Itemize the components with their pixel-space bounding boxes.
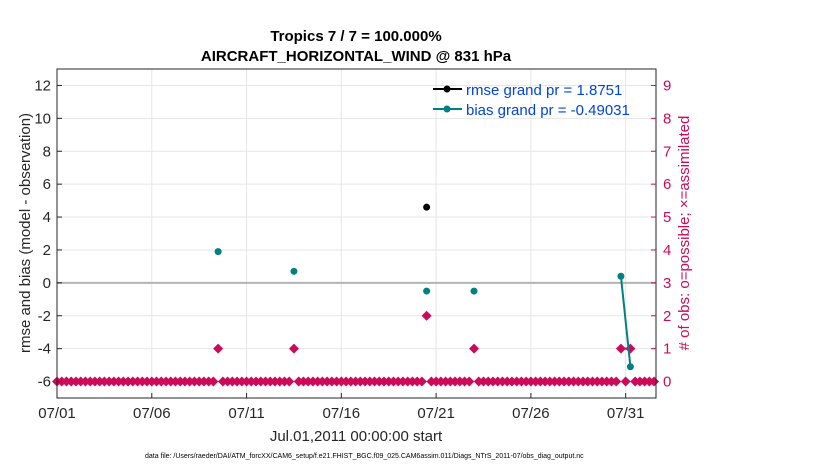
bias-point: [214, 248, 222, 256]
y-right-tick-label: 1: [663, 341, 671, 358]
obs-count-marker: [288, 343, 299, 354]
y-right-tick-label: 7: [663, 143, 671, 160]
y-right-tick-label: 9: [663, 77, 671, 94]
x-tick-label: 07/11: [228, 405, 264, 422]
y-axis-left: -6 -4 -2 0 2 4 6 8 10 12: [34, 77, 62, 391]
footer-data-file: data file: /Users/raeder/DAI/ATM_forcXX/…: [145, 453, 584, 460]
x-tick-label: 07/01: [38, 405, 76, 422]
y-left-tick-label: -6: [38, 374, 51, 391]
x-tick-label: 07/31: [607, 405, 645, 422]
x-tick-label: 07/21: [417, 405, 455, 422]
rmse-point: [423, 203, 431, 211]
obs-count-zero-marker: [464, 376, 475, 387]
obs-count-marker: [421, 310, 432, 321]
plot-area-frame: [56, 68, 657, 399]
x-tick-label: 07/16: [323, 405, 361, 422]
y-right-tick-label: 4: [663, 242, 671, 259]
obs-count-zero-marker: [284, 376, 295, 387]
y-axis-right: 0 1 2 3 4 5 6 7 8 9: [651, 77, 671, 391]
bias-point: [617, 272, 625, 280]
obs-count-zero-marker: [416, 376, 427, 387]
obs-count-marker: [213, 343, 224, 354]
y-axis-left-label: rmse and bias (model - observation): [17, 113, 34, 353]
y-right-tick-label: 5: [663, 209, 671, 226]
legend-rmse-marker: [443, 85, 451, 93]
x-axis-label: Jul.01,2011 00:00:00 start: [270, 428, 443, 445]
x-tick-label: 07/06: [133, 405, 171, 422]
y-left-tick-label: 10: [34, 110, 51, 127]
legend-bias-marker: [443, 105, 451, 113]
bias-point: [290, 267, 298, 275]
bias-point: [626, 363, 634, 371]
legend-rmse-label: rmse grand pr = 1.8751: [466, 82, 622, 99]
bias-point: [470, 287, 478, 295]
y-right-tick-label: 3: [663, 275, 671, 292]
obs-count-zero-marker: [611, 376, 622, 387]
bias-point: [423, 287, 431, 295]
x-tick-label: 07/26: [512, 405, 550, 422]
obs-count-zero-marker: [620, 376, 631, 387]
y-left-tick-label: 12: [34, 77, 51, 94]
y-right-tick-label: 0: [663, 374, 671, 391]
y-left-tick-label: -2: [38, 308, 51, 325]
chart-marks: [52, 203, 660, 387]
x-axis: 07/01 07/06 07/11 07/16 07/21 07/26 07/31: [38, 393, 644, 422]
y-left-tick-label: 8: [43, 143, 51, 160]
y-left-tick-label: 6: [43, 176, 51, 193]
bias-line: [619, 276, 632, 367]
chart-title-line1: Tropics 7 / 7 = 100.000%: [270, 28, 441, 45]
y-right-tick-label: 8: [663, 110, 671, 127]
chart-title-line2: AIRCRAFT_HORIZONTAL_WIND @ 831 hPa: [201, 48, 512, 65]
y-right-tick-label: 6: [663, 176, 671, 193]
obs-count-zero-marker: [208, 376, 219, 387]
y-left-tick-label: 4: [43, 209, 51, 226]
obs-count-marker: [469, 343, 480, 354]
legend: rmse grand pr = 1.8751 bias grand pr = -…: [433, 82, 630, 119]
y-axis-right-label: # of obs: o=possible; ×=assimilated: [676, 116, 693, 351]
y-left-tick-label: 2: [43, 242, 51, 259]
y-left-tick-label: -4: [38, 341, 51, 358]
y-left-tick-label: 0: [43, 275, 51, 292]
legend-bias-label: bias grand pr = -0.49031: [466, 102, 630, 119]
y-right-tick-label: 2: [663, 308, 671, 325]
